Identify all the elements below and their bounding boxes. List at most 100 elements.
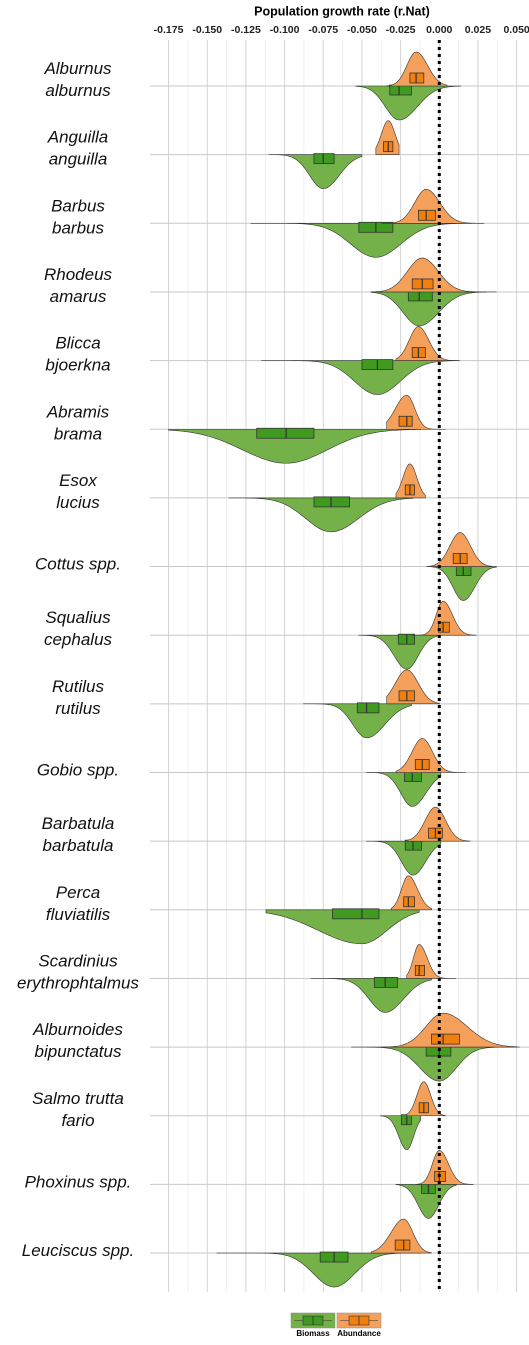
category-label-line: Scardinius bbox=[38, 952, 118, 971]
x-tick-label: -0.100 bbox=[270, 24, 300, 36]
violin bbox=[370, 257, 497, 293]
violin bbox=[216, 1252, 422, 1288]
x-tick-label: -0.075 bbox=[308, 24, 338, 36]
category-label: Alburnoides bipunctatus bbox=[32, 1021, 123, 1062]
category-label: Blicca bjoerkna bbox=[45, 334, 110, 375]
category-label-line: cephalus bbox=[44, 631, 113, 650]
category-label-line: Alburnus bbox=[43, 59, 112, 78]
category-label-line: fario bbox=[61, 1111, 94, 1130]
category-label-line: bipunctatus bbox=[35, 1043, 122, 1062]
category-label-line: Rutilus bbox=[52, 677, 104, 696]
category-label-line: Barbatula bbox=[42, 815, 115, 834]
box bbox=[425, 1045, 452, 1057]
box bbox=[313, 153, 335, 165]
x-tick-label: 0.025 bbox=[465, 24, 491, 36]
violin bbox=[411, 600, 477, 636]
x-axis-title: Population growth rate (r.Nat) bbox=[254, 4, 430, 18]
box bbox=[398, 415, 413, 427]
category-label: Rhodeus amarus bbox=[44, 265, 113, 306]
violin bbox=[265, 909, 420, 945]
category-label: Cottus spp. bbox=[35, 555, 121, 574]
category-label-line: Rhodeus bbox=[44, 265, 113, 284]
box bbox=[438, 621, 450, 633]
box bbox=[409, 72, 425, 84]
category-label: Squalius cephalus bbox=[44, 609, 113, 650]
box bbox=[431, 1033, 460, 1045]
x-tick-label: -0.175 bbox=[154, 24, 184, 36]
violin bbox=[370, 1218, 432, 1254]
legend-label: Biomass bbox=[296, 1329, 330, 1338]
violin bbox=[406, 944, 457, 979]
box bbox=[373, 977, 398, 988]
box bbox=[356, 702, 380, 714]
category-label: Rutilus rutilus bbox=[52, 677, 104, 718]
violin bbox=[370, 291, 487, 327]
violin bbox=[228, 497, 414, 533]
category-label-line: anguilla bbox=[49, 150, 108, 169]
category-label-line: erythrophtalmus bbox=[17, 974, 139, 993]
violin bbox=[381, 189, 485, 224]
category-label-line: Abramis bbox=[46, 403, 110, 422]
category-label-line: bjoerkna bbox=[45, 356, 110, 375]
category-label-line: fluviatilis bbox=[46, 905, 111, 924]
violin bbox=[261, 360, 460, 395]
box bbox=[313, 496, 350, 508]
category-label: Barbatula barbatula bbox=[42, 815, 115, 856]
category-label-line: lucius bbox=[56, 493, 100, 512]
violin bbox=[358, 634, 442, 670]
violin bbox=[395, 463, 426, 499]
category-label: Perca fluviatilis bbox=[46, 883, 111, 924]
category-label-line: rutilus bbox=[55, 699, 101, 718]
violin bbox=[386, 51, 448, 87]
violin bbox=[310, 978, 432, 1013]
x-tick-label: -0.025 bbox=[386, 24, 416, 36]
violin bbox=[355, 85, 462, 121]
category-label-line: Cottus spp. bbox=[35, 555, 121, 574]
category-label: Gobio spp. bbox=[37, 761, 119, 780]
box bbox=[403, 896, 415, 908]
category-label: Phoxinus spp. bbox=[25, 1173, 132, 1192]
category-label-line: Salmo trutta bbox=[32, 1089, 124, 1108]
violin bbox=[366, 840, 442, 876]
x-tick-label: -0.050 bbox=[347, 24, 377, 36]
category-label-line: Leuciscus spp. bbox=[22, 1242, 134, 1261]
category-label: Esox lucius bbox=[56, 471, 100, 512]
legend-label: Abundance bbox=[337, 1329, 381, 1338]
box bbox=[394, 1239, 411, 1251]
category-label-line: brama bbox=[54, 425, 102, 444]
category-label: Salmo trutta fario bbox=[32, 1089, 124, 1130]
x-tick-label: -0.150 bbox=[192, 24, 222, 36]
category-label: Anguilla anguilla bbox=[47, 128, 109, 169]
violin bbox=[168, 428, 422, 464]
category-label: Scardinius erythrophtalmus bbox=[17, 952, 139, 993]
category-label-line: Squalius bbox=[45, 609, 111, 628]
box bbox=[407, 290, 433, 302]
category-label-line: Alburnoides bbox=[32, 1021, 123, 1040]
category-label-line: Phoxinus spp. bbox=[25, 1173, 132, 1192]
box bbox=[414, 965, 425, 976]
category-label-line: Esox bbox=[59, 471, 97, 490]
violin bbox=[395, 738, 467, 773]
box bbox=[332, 908, 380, 920]
box bbox=[256, 427, 315, 439]
category-label: Leuciscus spp. bbox=[22, 1242, 134, 1261]
category-label-line: barbatula bbox=[43, 837, 114, 856]
category-label-line: Barbus bbox=[51, 197, 105, 216]
violin bbox=[381, 1012, 517, 1048]
violin bbox=[386, 394, 446, 430]
violin bbox=[366, 772, 442, 807]
violin bbox=[395, 1184, 457, 1219]
category-label-line: Perca bbox=[56, 883, 100, 902]
box bbox=[404, 771, 422, 782]
category-label-line: alburnus bbox=[45, 81, 111, 100]
violin bbox=[391, 875, 432, 911]
category-label-line: Gobio spp. bbox=[37, 761, 119, 780]
violin bbox=[395, 326, 457, 361]
box bbox=[389, 84, 412, 96]
category-label-line: Anguilla bbox=[47, 128, 109, 147]
x-tick-label: -0.125 bbox=[231, 24, 261, 36]
x-tick-label: 0.000 bbox=[426, 24, 452, 36]
category-label-line: barbus bbox=[52, 219, 104, 238]
violin bbox=[426, 532, 493, 567]
